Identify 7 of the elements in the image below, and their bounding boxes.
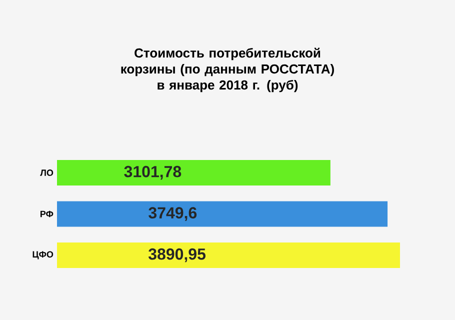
data-label: 3101,78 — [124, 166, 182, 180]
chart-title: Стоимость потребительской корзины (по данным РОССТАТА) в январе 2018 г. (руб) — [121, 48, 334, 92]
y-tick-label: ЛО — [40, 170, 54, 176]
y-tick-label: ЦФО — [32, 251, 54, 260]
data-label: 3890,95 — [148, 248, 206, 262]
y-tick-label: РФ — [40, 210, 54, 218]
data-label: 3749,6 — [148, 207, 197, 221]
